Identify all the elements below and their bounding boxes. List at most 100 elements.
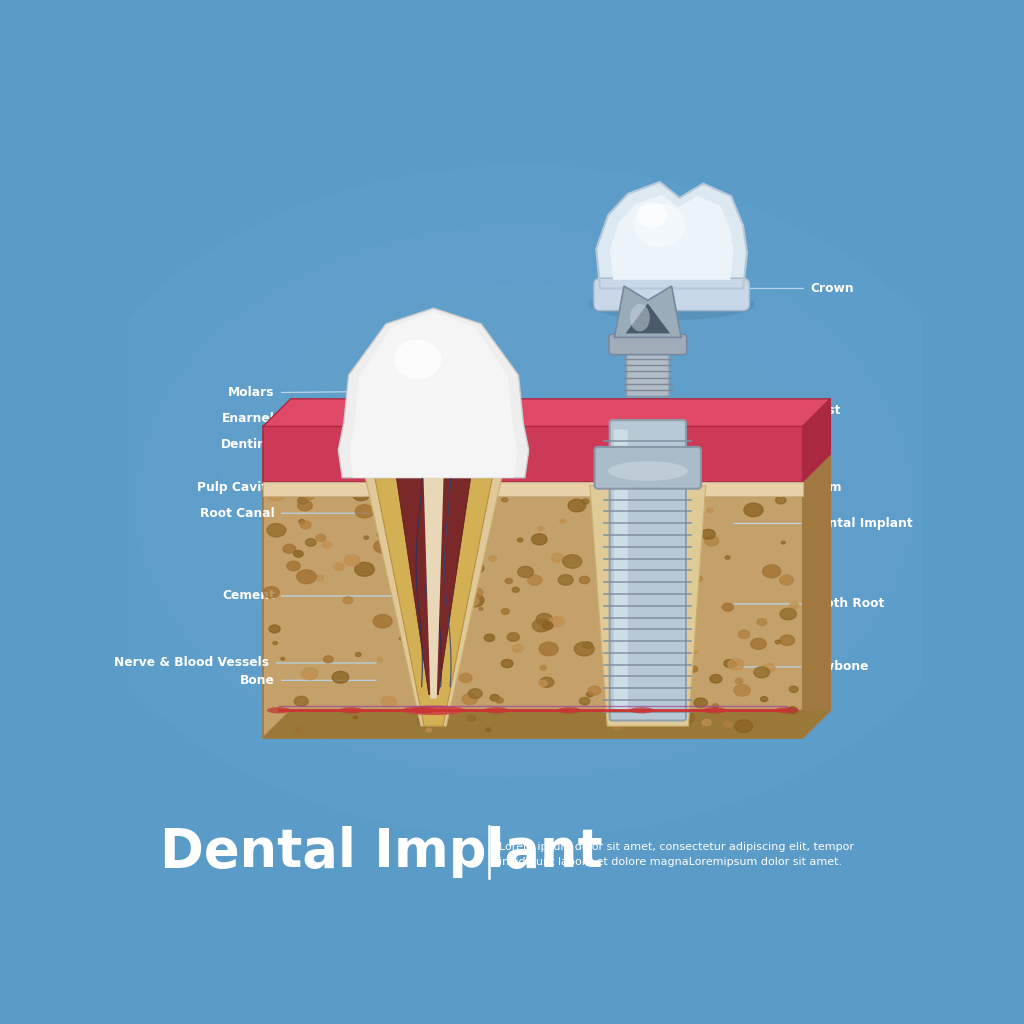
- Polygon shape: [374, 474, 494, 726]
- Ellipse shape: [608, 461, 688, 480]
- Polygon shape: [263, 481, 803, 738]
- Ellipse shape: [671, 671, 680, 677]
- Polygon shape: [590, 485, 706, 726]
- Ellipse shape: [300, 521, 311, 528]
- Ellipse shape: [560, 519, 565, 523]
- FancyBboxPatch shape: [594, 279, 750, 310]
- Ellipse shape: [502, 659, 513, 668]
- Ellipse shape: [344, 555, 359, 566]
- Ellipse shape: [763, 565, 780, 578]
- Ellipse shape: [589, 289, 755, 319]
- Ellipse shape: [620, 687, 629, 693]
- FancyBboxPatch shape: [609, 420, 686, 721]
- Ellipse shape: [462, 595, 478, 607]
- Ellipse shape: [377, 657, 383, 662]
- Ellipse shape: [413, 680, 424, 688]
- Ellipse shape: [617, 615, 625, 620]
- Ellipse shape: [418, 714, 437, 728]
- Ellipse shape: [323, 542, 332, 548]
- Ellipse shape: [430, 665, 434, 669]
- Ellipse shape: [781, 541, 785, 544]
- Ellipse shape: [537, 613, 553, 625]
- Ellipse shape: [460, 547, 468, 553]
- Ellipse shape: [406, 585, 421, 595]
- Ellipse shape: [684, 596, 694, 603]
- Text: Bone: Bone: [240, 674, 274, 687]
- Ellipse shape: [453, 530, 463, 539]
- Ellipse shape: [538, 526, 544, 530]
- Ellipse shape: [724, 659, 735, 668]
- Ellipse shape: [780, 608, 797, 620]
- Ellipse shape: [352, 488, 370, 501]
- Ellipse shape: [654, 498, 668, 507]
- Ellipse shape: [436, 593, 450, 602]
- Ellipse shape: [582, 499, 589, 504]
- Polygon shape: [263, 426, 803, 481]
- Ellipse shape: [735, 720, 753, 732]
- Ellipse shape: [653, 689, 660, 694]
- Ellipse shape: [466, 594, 484, 607]
- Text: Jawbone: Jawbone: [811, 660, 869, 674]
- Polygon shape: [350, 311, 517, 478]
- Ellipse shape: [539, 680, 547, 686]
- Ellipse shape: [630, 304, 650, 332]
- Ellipse shape: [421, 575, 434, 586]
- Text: Gum: Gum: [811, 480, 842, 494]
- Ellipse shape: [377, 530, 387, 538]
- Polygon shape: [263, 711, 830, 738]
- Ellipse shape: [673, 591, 681, 597]
- Ellipse shape: [427, 637, 446, 651]
- Ellipse shape: [735, 678, 742, 684]
- Ellipse shape: [775, 640, 780, 644]
- Ellipse shape: [583, 642, 593, 648]
- Ellipse shape: [691, 596, 697, 600]
- Ellipse shape: [518, 566, 534, 578]
- FancyBboxPatch shape: [613, 430, 628, 711]
- Ellipse shape: [645, 532, 654, 540]
- Ellipse shape: [712, 703, 719, 709]
- FancyBboxPatch shape: [609, 334, 687, 354]
- Ellipse shape: [660, 596, 672, 603]
- Ellipse shape: [315, 574, 324, 581]
- Ellipse shape: [587, 692, 593, 696]
- Ellipse shape: [624, 625, 633, 632]
- Ellipse shape: [531, 534, 547, 545]
- Polygon shape: [803, 398, 830, 481]
- Ellipse shape: [650, 516, 660, 523]
- Ellipse shape: [295, 727, 301, 732]
- Ellipse shape: [635, 672, 639, 675]
- FancyBboxPatch shape: [627, 350, 670, 396]
- Text: Dental Implant: Dental Implant: [811, 517, 913, 530]
- Text: Root Canal: Root Canal: [200, 507, 274, 519]
- Ellipse shape: [734, 685, 751, 696]
- Ellipse shape: [790, 602, 799, 608]
- Ellipse shape: [568, 500, 586, 512]
- Ellipse shape: [219, 285, 830, 718]
- Ellipse shape: [401, 501, 417, 512]
- Ellipse shape: [646, 501, 653, 506]
- Ellipse shape: [588, 686, 601, 695]
- Ellipse shape: [552, 554, 563, 562]
- Ellipse shape: [542, 622, 553, 630]
- Polygon shape: [263, 454, 830, 481]
- Text: Pulp Cavity: Pulp Cavity: [197, 480, 274, 494]
- Ellipse shape: [465, 493, 470, 496]
- Ellipse shape: [411, 617, 420, 625]
- Ellipse shape: [702, 719, 711, 726]
- Ellipse shape: [339, 708, 364, 714]
- Text: Dentine: Dentine: [220, 438, 274, 452]
- Ellipse shape: [763, 664, 775, 672]
- Polygon shape: [263, 398, 830, 426]
- Ellipse shape: [136, 225, 913, 777]
- Ellipse shape: [430, 511, 442, 519]
- Ellipse shape: [462, 693, 477, 705]
- Ellipse shape: [644, 524, 650, 528]
- Ellipse shape: [738, 631, 750, 639]
- Ellipse shape: [386, 520, 399, 529]
- Ellipse shape: [355, 505, 374, 518]
- Ellipse shape: [298, 497, 308, 504]
- Ellipse shape: [666, 682, 674, 688]
- Ellipse shape: [469, 588, 483, 598]
- Ellipse shape: [725, 556, 730, 559]
- Ellipse shape: [438, 694, 442, 697]
